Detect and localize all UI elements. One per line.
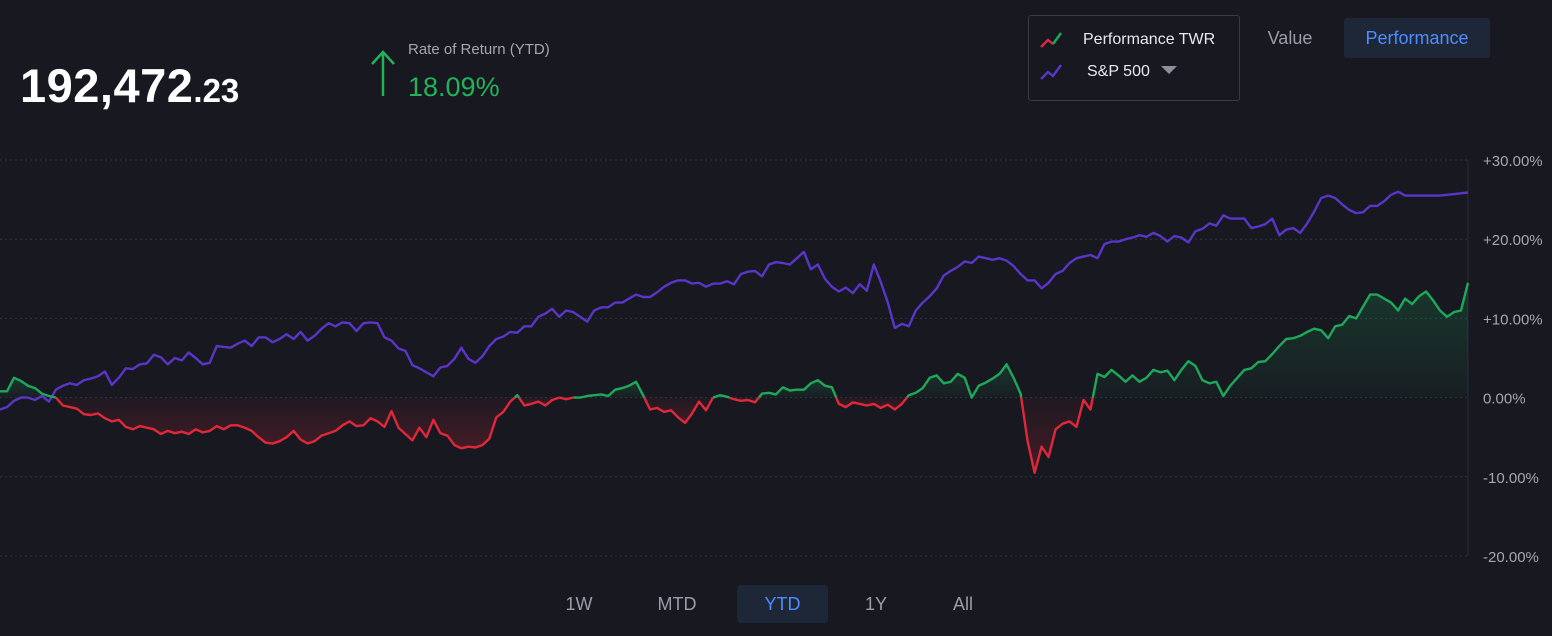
- performance-positive-line: [757, 379, 838, 399]
- chart-legend: Performance TWR S&P 500: [1028, 15, 1240, 101]
- trend-line-icon: [1040, 32, 1062, 48]
- performance-toggle-button[interactable]: Performance: [1344, 18, 1490, 58]
- performance-positive-line: [513, 394, 520, 399]
- performance-positive-area: [573, 381, 645, 398]
- up-arrow-icon: [371, 50, 395, 96]
- performance-negative-line: [517, 396, 560, 407]
- performance-positive-line: [905, 363, 1023, 399]
- performance-negative-line: [835, 396, 908, 411]
- y-tick-label: +10.00%: [1483, 311, 1543, 328]
- performance-negative-line: [728, 396, 760, 404]
- range-1w-button[interactable]: 1W: [565, 594, 593, 614]
- performance-negative-line: [55, 396, 516, 450]
- balance-decimal: .23: [193, 72, 240, 109]
- performance-positive-line: [1091, 282, 1470, 398]
- performance-positive-line: [712, 394, 730, 399]
- y-tick-label: -10.00%: [1483, 470, 1539, 487]
- y-tick-label: -20.00%: [1483, 549, 1539, 566]
- legend-label: S&P 500: [1087, 63, 1150, 80]
- legend-label: Performance TWR: [1083, 31, 1216, 48]
- performance-negative-line: [1020, 397, 1094, 474]
- range-all-button[interactable]: All: [952, 594, 973, 614]
- rate-of-return-value: 18.09%: [408, 72, 500, 102]
- performance-negative-area: [644, 397, 713, 423]
- performance-positive-area: [1092, 282, 1468, 398]
- trend-line-icon: [1040, 64, 1062, 80]
- benchmark-dropdown-icon[interactable]: [1161, 66, 1177, 74]
- y-tick-label: +30.00%: [1483, 153, 1543, 170]
- balance-integer: 192,472: [20, 59, 194, 112]
- rate-of-return-label: Rate of Return (YTD): [408, 41, 550, 58]
- performance-negative-area: [55, 397, 515, 449]
- y-tick-label: +20.00%: [1483, 232, 1543, 249]
- performance-positive-area: [906, 364, 1022, 398]
- range-1y-button[interactable]: 1Y: [864, 594, 888, 614]
- range-ytd-button[interactable]: YTD: [737, 585, 828, 623]
- sp500-series-line: [0, 190, 1469, 411]
- portfolio-balance: 192,472.23: [20, 58, 239, 113]
- performance-positive-area: [0, 377, 56, 398]
- value-toggle-button[interactable]: Value: [1267, 28, 1313, 48]
- performance-negative-line: [643, 397, 715, 425]
- performance-positive-line: [573, 380, 646, 399]
- performance-positive-line: [0, 376, 57, 399]
- performance-negative-line: [558, 396, 574, 401]
- range-mtd-button[interactable]: MTD: [657, 594, 697, 614]
- legend-item-sp500[interactable]: S&P 500: [1039, 60, 1150, 84]
- legend-item-performance-twr[interactable]: Performance TWR: [1039, 28, 1215, 52]
- y-tick-label: 0.00%: [1483, 391, 1526, 408]
